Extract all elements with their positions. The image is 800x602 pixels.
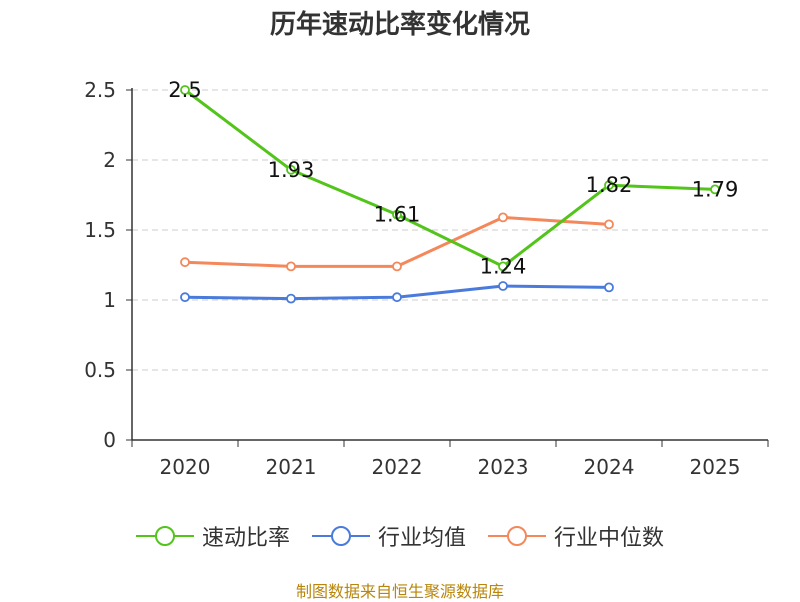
y-tick-label: 2.5 (84, 78, 116, 102)
y-tick-label: 2 (103, 148, 116, 172)
data-label: 1.82 (586, 173, 633, 197)
legend-item-industry-mean[interactable]: 行业均值 (311, 520, 466, 552)
y-tick-label: 0 (103, 428, 116, 452)
data-point[interactable] (498, 281, 508, 291)
x-tick-label: 2024 (584, 455, 635, 479)
data-point[interactable] (180, 292, 190, 303)
data-point[interactable] (604, 282, 614, 293)
data-label: 1.61 (374, 203, 421, 227)
x-tick-label: 2023 (478, 455, 529, 479)
legend-label-quick-ratio: 速动比率 (201, 526, 290, 551)
legend: 速动比率 行业均值 行业中位数 (0, 520, 800, 552)
legend-item-industry-median[interactable]: 行业中位数 (488, 520, 664, 552)
source-note: 制图数据来自恒生聚源数据库 (295, 582, 504, 601)
chart-title: 历年速动比率变化情况 (269, 10, 530, 40)
x-tick-label: 2022 (372, 455, 423, 479)
y-tick-label: 1.5 (84, 218, 116, 242)
data-label: 1.24 (480, 254, 527, 278)
x-tick-label: 2021 (266, 455, 317, 479)
data-point[interactable] (286, 164, 296, 175)
data-point[interactable] (710, 184, 720, 195)
data-point[interactable] (392, 292, 402, 303)
legend-label-industry-mean: 行业均值 (377, 526, 466, 551)
legend-label-industry-median: 行业中位数 (554, 526, 665, 551)
legend-symbol-industry-mean (311, 526, 370, 546)
data-point[interactable] (286, 293, 296, 304)
legend-item-quick-ratio[interactable]: 速动比率 (135, 520, 290, 552)
legend-symbol-industry-median (488, 526, 546, 546)
data-label: 1.79 (692, 177, 739, 201)
legend-symbol-quick-ratio (135, 526, 194, 546)
data-point[interactable] (392, 261, 402, 272)
data-point[interactable] (392, 209, 402, 220)
data-point[interactable] (180, 85, 190, 95)
y-tick-label: 0.5 (84, 358, 116, 382)
data-point[interactable] (498, 212, 508, 223)
series-line-0 (184, 88, 716, 268)
y-tick-label: 1 (103, 288, 116, 312)
x-tick-label: 2020 (160, 455, 211, 479)
data-point[interactable] (604, 180, 614, 191)
data-point[interactable] (180, 257, 190, 268)
x-tick-label: 2025 (690, 455, 741, 479)
data-point[interactable] (286, 261, 296, 272)
data-label: 1.93 (268, 158, 315, 182)
data-point[interactable] (498, 261, 508, 272)
data-label: 2.5 (168, 78, 201, 102)
data-point[interactable] (604, 219, 614, 230)
